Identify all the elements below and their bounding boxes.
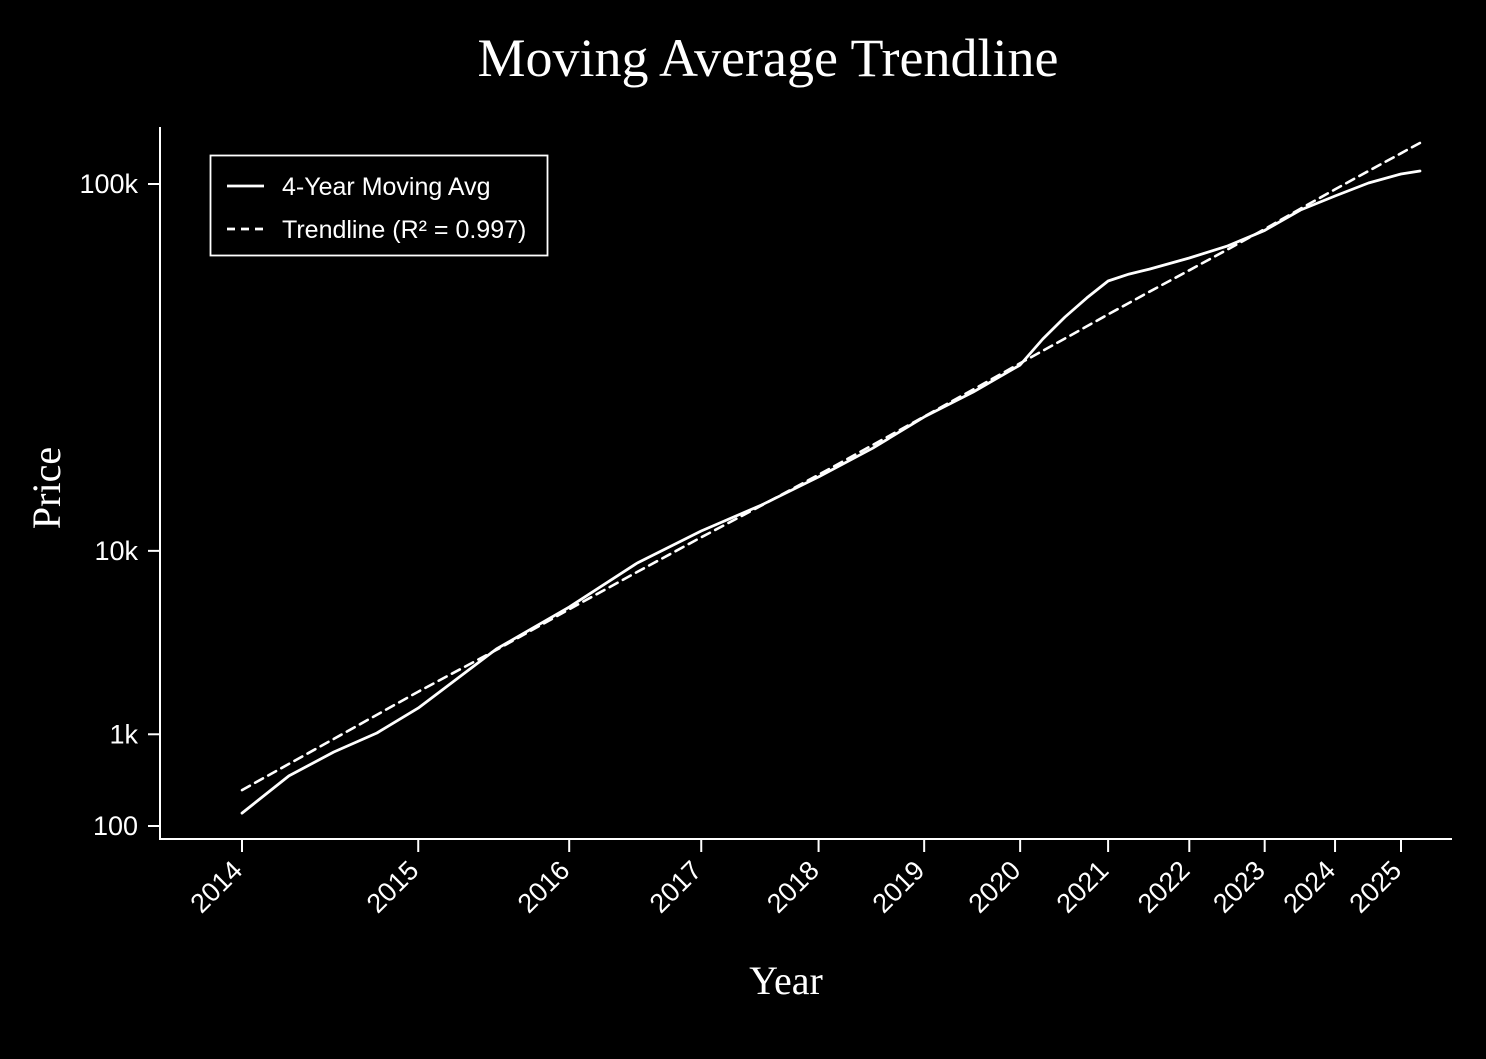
x-tick-label: 2019 [867,855,931,919]
y-tick-label: 100k [79,169,138,199]
x-tick-label: 2015 [361,855,425,919]
x-tick-label: 2017 [644,855,708,919]
y-tick-label: 1k [109,719,138,749]
x-tick-label: 2014 [185,855,249,919]
y-axis-ticks: 100 1k 10k 100k [79,169,160,841]
x-axis-label: Year [749,958,823,1003]
x-tick-label: 2021 [1051,855,1115,919]
x-tick-label: 2022 [1132,855,1196,919]
x-tick-label: 2025 [1344,855,1408,919]
x-tick-label: 2023 [1207,855,1271,919]
trendline [240,141,1422,792]
y-tick-label: 10k [94,536,138,566]
x-axis-ticks: 2014 2015 2016 2017 2018 2019 2020 2021 2022 2023… [185,839,1408,919]
x-tick-label: 2020 [963,855,1027,919]
legend-box [209,154,549,257]
y-tick-label: 100 [93,811,138,841]
x-tick-label: 2024 [1278,855,1342,919]
x-tick-label: 2018 [761,855,825,919]
y-axis-label: Price [24,447,69,529]
legend: 4-Year Moving Avg Trendline (R² = 0.997) [209,154,549,257]
legend-label-moving-avg: 4-Year Moving Avg [282,173,490,201]
chart-title: Moving Average Trendline [478,28,1059,88]
moving-avg-line [240,169,1422,815]
legend-label-trendline: Trendline (R² = 0.997) [282,216,526,244]
x-tick-label: 2016 [512,855,576,919]
